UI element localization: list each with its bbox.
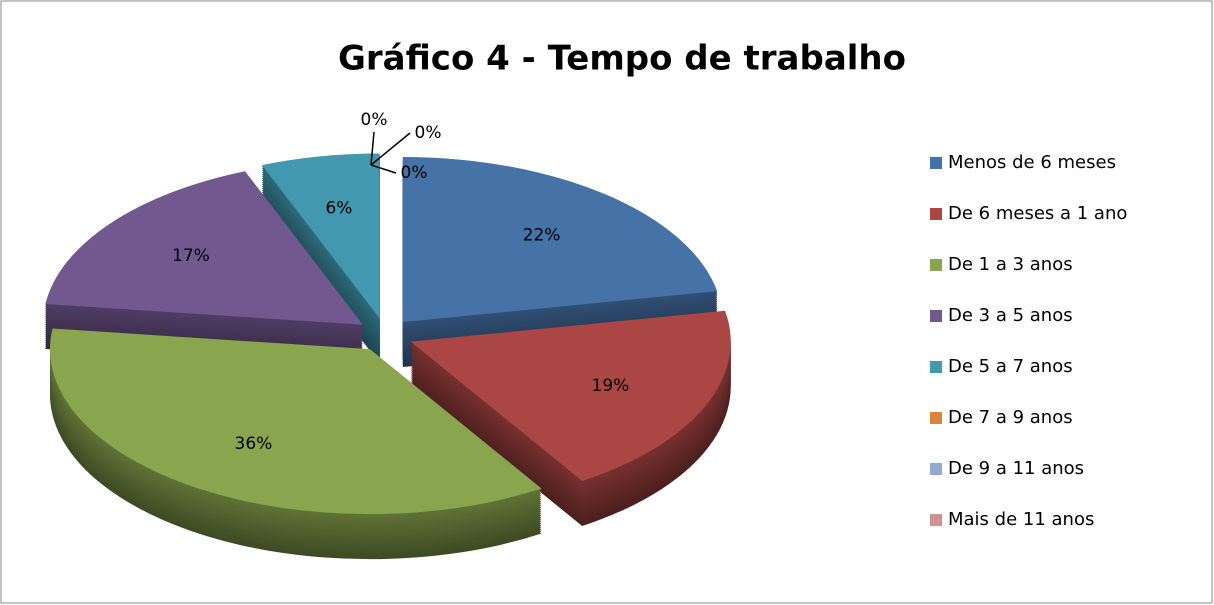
data-label: 0% — [401, 163, 428, 183]
slice — [45, 171, 363, 325]
data-label: 0% — [361, 110, 388, 130]
data-label: 22% — [523, 226, 561, 246]
legend-label: De 9 a 11 anos — [948, 458, 1084, 479]
slice — [410, 310, 731, 481]
data-label: 6% — [325, 198, 352, 218]
data-label: 17% — [172, 246, 210, 266]
leader-line — [370, 131, 375, 166]
slice — [261, 153, 380, 319]
leader-line — [370, 132, 411, 166]
legend-label: De 5 a 7 anos — [948, 356, 1073, 377]
legend-swatch — [930, 361, 942, 373]
slice — [49, 328, 542, 515]
data-label: 0% — [415, 123, 442, 143]
legend-label: De 7 a 9 anos — [948, 407, 1073, 428]
legend-swatch — [930, 259, 942, 271]
legend-swatch — [930, 412, 942, 424]
data-label: 19% — [592, 376, 630, 396]
legend-swatch — [930, 157, 942, 169]
legend-label: De 6 meses a 1 ano — [948, 203, 1127, 224]
legend-swatch — [930, 514, 942, 526]
legend-swatch — [930, 310, 942, 322]
legend-label: De 1 a 3 anos — [948, 254, 1073, 275]
legend-label: De 3 a 5 anos — [948, 305, 1073, 326]
legend-swatch — [930, 463, 942, 475]
leader-line — [370, 164, 397, 174]
slice — [402, 157, 718, 323]
legend-label: Mais de 11 anos — [948, 509, 1094, 530]
legend-swatch — [930, 208, 942, 220]
chart-title: Gráfico 4 - Tempo de trabalho — [338, 39, 906, 79]
legend-label: Menos de 6 meses — [948, 152, 1116, 173]
data-label: 36% — [235, 434, 273, 454]
